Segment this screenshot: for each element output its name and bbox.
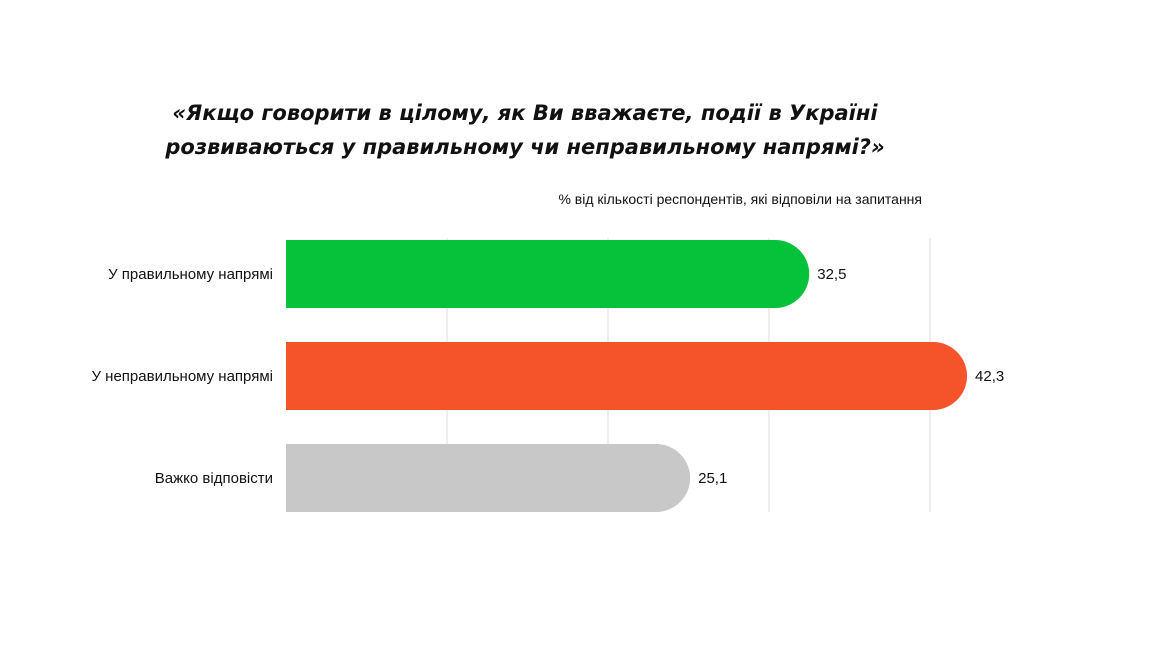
- category-label: У правильному напрямі: [108, 266, 273, 283]
- category-label: У неправильному напрямі: [91, 368, 273, 385]
- bars: [286, 240, 968, 512]
- bar: [286, 444, 691, 512]
- value-label: 42,3: [975, 368, 1004, 385]
- chart-subtitle: % від кількості респондентів, які відпов…: [558, 191, 922, 207]
- value-label: 25,1: [698, 470, 727, 487]
- value-label: 32,5: [817, 266, 846, 283]
- bar: [286, 240, 810, 308]
- bar: [286, 342, 968, 410]
- chart-title: «Якщо говорити в цілому, як Ви вважаєте,…: [165, 101, 885, 159]
- category-label: Важко відповісти: [155, 470, 273, 487]
- category-labels: У правильному напрямі У неправильному нап…: [91, 266, 273, 487]
- value-labels: 32,5 42,3 25,1: [698, 266, 1004, 487]
